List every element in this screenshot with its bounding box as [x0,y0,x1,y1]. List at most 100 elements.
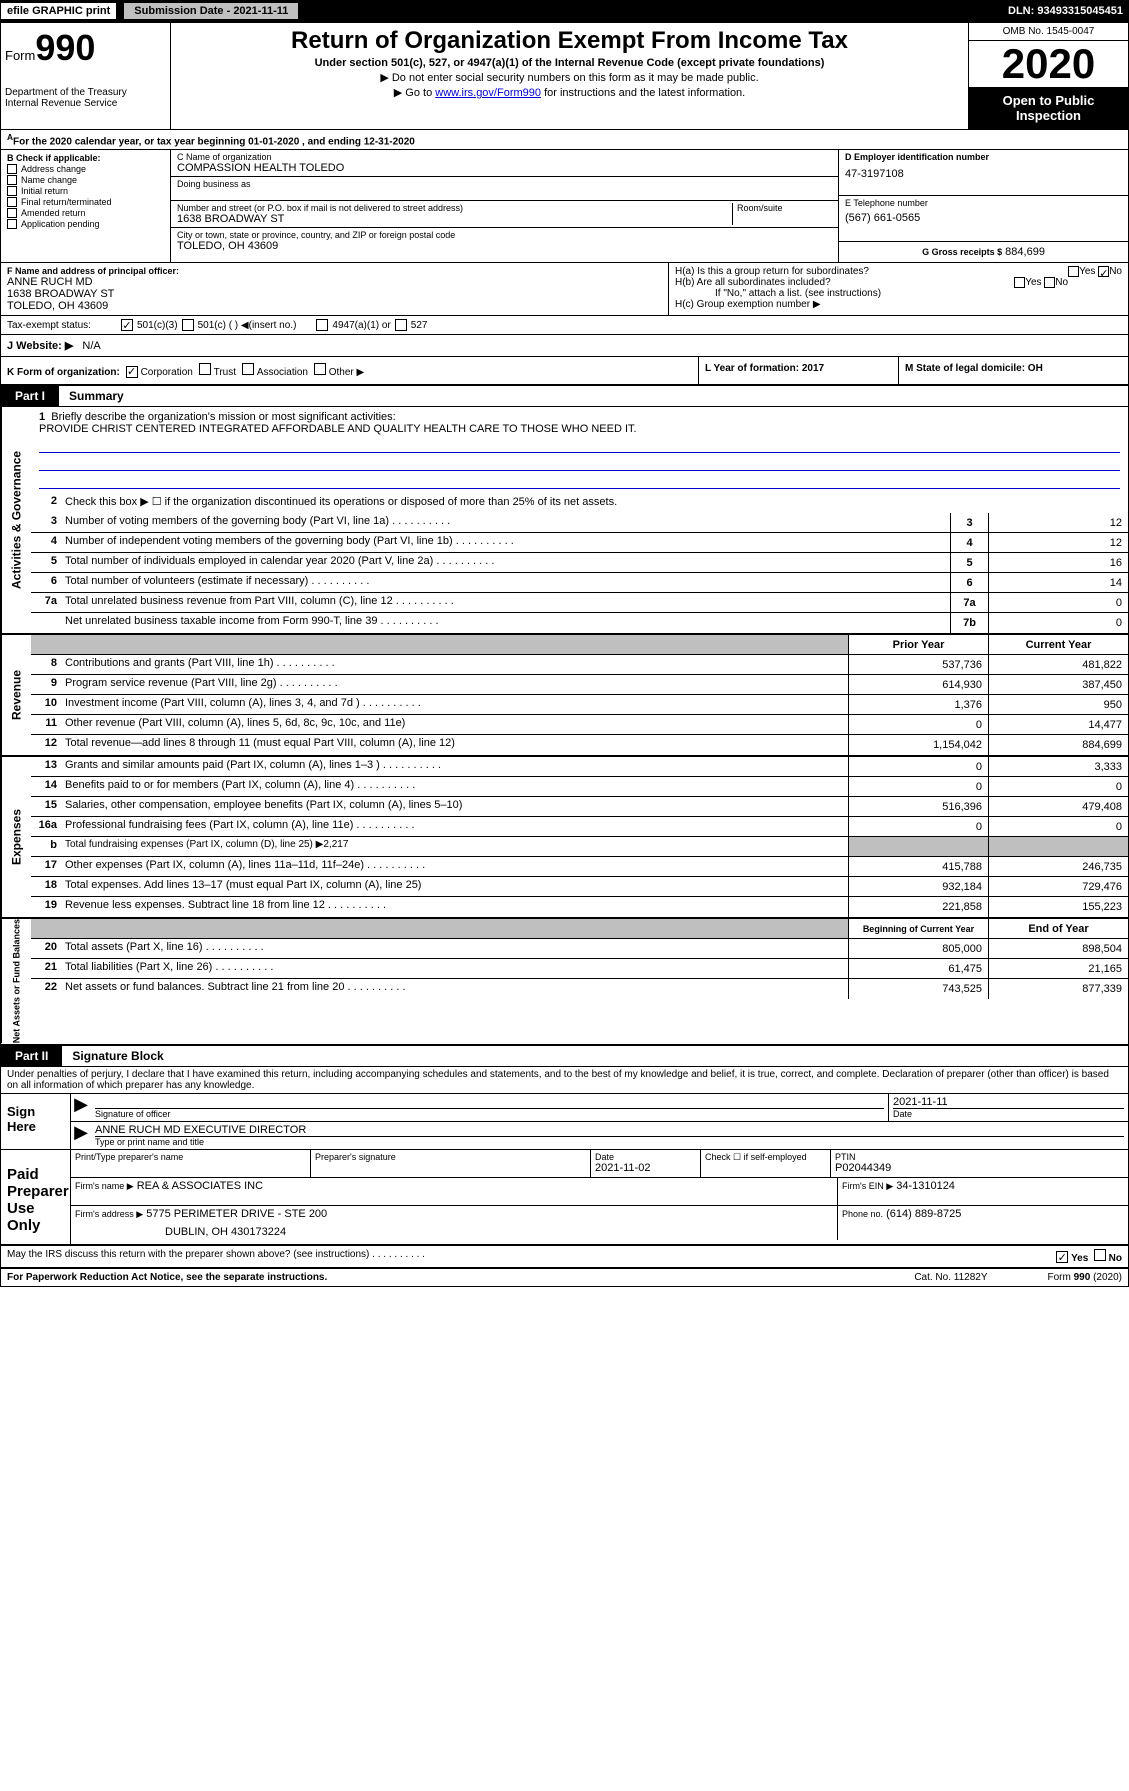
firm-name-label: Firm's name ▶ [75,1181,134,1191]
line20-prior: 805,000 [848,939,988,958]
line21-curr: 21,165 [988,959,1128,978]
line15-prior: 516,396 [848,797,988,816]
checkbox-other[interactable] [314,363,326,375]
ha-yes-box[interactable] [1068,266,1079,277]
efile-button[interactable]: efile GRAPHIC print [0,2,117,20]
note-link: ▶ Go to www.irs.gov/Form990 for instruct… [175,86,964,99]
line21-desc: Total liabilities (Part X, line 26) [61,959,848,978]
discuss-yes-box[interactable]: ✓ [1056,1251,1068,1263]
street-label: Number and street (or P.O. box if mail i… [177,203,732,213]
submission-date-button[interactable]: Submission Date - 2021-11-11 [123,2,299,20]
paid-preparer-section: Paid Preparer Use Only Print/Type prepar… [1,1150,1128,1246]
side-nafb: Net Assets or Fund Balances [1,919,31,1043]
line11-desc: Other revenue (Part VIII, column (A), li… [61,715,848,734]
line7b-desc: Net unrelated business taxable income fr… [61,613,950,633]
year-formation: L Year of formation: 2017 [698,357,898,384]
form-prefix: Form [5,48,35,63]
ein-value: 47-3197108 [845,168,1122,180]
paid-preparer-label: Paid Preparer Use Only [1,1150,71,1244]
checkbox-4947[interactable] [316,319,328,331]
firm-ein-label: Firm's EIN ▶ [842,1181,893,1191]
part1-title: Summary [59,389,124,403]
line8-desc: Contributions and grants (Part VIII, lin… [61,655,848,674]
part1-tab: Part I [1,386,59,406]
line14-prior: 0 [848,777,988,796]
print-name-label: Print/Type preparer's name [75,1152,306,1162]
discuss-no-box[interactable] [1094,1249,1106,1261]
column-c: C Name of organization COMPASSION HEALTH… [171,150,838,262]
ha-no-box[interactable]: ✓ [1098,266,1109,277]
sig-date-label: Date [893,1108,1124,1119]
phone-no-label: Phone no. [842,1209,883,1219]
checkbox-501c[interactable] [182,319,194,331]
ptin-value: P02044349 [835,1162,1124,1174]
line16b-desc: Total fundraising expenses (Part IX, col… [61,837,848,856]
section-fh: F Name and address of principal officer:… [1,263,1128,316]
hdr-current: Current Year [988,635,1128,654]
side-revenue: Revenue [1,635,31,755]
officer-name-title: ANNE RUCH MD EXECUTIVE DIRECTOR [95,1124,1124,1136]
dln-label: DLN: 93493315045451 [1008,5,1129,17]
line14-curr: 0 [988,777,1128,796]
line16a-desc: Professional fundraising fees (Part IX, … [61,817,848,836]
firm-addr: 5775 PERIMETER DRIVE - STE 200 [146,1208,327,1220]
line10-curr: 950 [988,695,1128,714]
irs-link[interactable]: www.irs.gov/Form990 [435,87,541,99]
prep-sig-label: Preparer's signature [315,1152,586,1162]
firm-addr-label: Firm's address ▶ [75,1209,143,1219]
activities-governance-section: Activities & Governance 1 Briefly descri… [1,407,1128,635]
prep-date-label: Date [595,1152,696,1162]
line7b-val: 0 [988,613,1128,633]
dba-label: Doing business as [177,179,832,189]
line18-desc: Total expenses. Add lines 13–17 (must eq… [61,877,848,896]
pra-notice: For Paperwork Reduction Act Notice, see … [7,1272,327,1283]
k-label: K Form of organization: [7,367,120,378]
penalty-text: Under penalties of perjury, I declare th… [1,1067,1128,1094]
officer-street: 1638 BROADWAY ST [7,288,662,300]
checkbox-501c3[interactable]: ✓ [121,319,133,331]
form-number: 990 [35,27,95,68]
officer-name: ANNE RUCH MD [7,276,662,288]
checkbox-application-pending[interactable] [7,219,17,229]
checkbox-name-change[interactable] [7,175,17,185]
hdr-prior: Prior Year [848,635,988,654]
sig-date: 2021-11-11 [893,1096,1124,1108]
section-bcdeg: B Check if applicable: Address change Na… [1,150,1128,263]
part2-header: Part II Signature Block [1,1046,1128,1067]
checkbox-corporation[interactable]: ✓ [126,366,138,378]
line6-desc: Total number of volunteers (estimate if … [61,573,950,592]
checkbox-amended[interactable] [7,208,17,218]
line16a-curr: 0 [988,817,1128,836]
line22-prior: 743,525 [848,979,988,999]
sig-officer-label: Signature of officer [95,1108,884,1119]
part2-title: Signature Block [62,1049,163,1063]
room-label: Room/suite [737,203,832,213]
part1-header: Part I Summary [1,386,1128,407]
checkbox-address-change[interactable] [7,164,17,174]
sign-here-label: Sign Here [1,1094,71,1149]
part2-tab: Part II [1,1046,62,1066]
line5-val: 16 [988,553,1128,572]
line19-prior: 221,858 [848,897,988,917]
hb-no-box[interactable] [1044,277,1055,288]
checkbox-association[interactable] [242,363,254,375]
line13-curr: 3,333 [988,757,1128,776]
line22-curr: 877,339 [988,979,1128,999]
form-subtitle: Under section 501(c), 527, or 4947(a)(1)… [175,57,964,69]
line4-val: 12 [988,533,1128,552]
arrow-icon: ▶ [71,1094,91,1121]
line19-desc: Revenue less expenses. Subtract line 18 … [61,897,848,917]
gross-value: 884,699 [1005,246,1045,258]
line19-curr: 155,223 [988,897,1128,917]
checkbox-trust[interactable] [199,363,211,375]
checkbox-initial-return[interactable] [7,186,17,196]
checkbox-final-return[interactable] [7,197,17,207]
column-de: D Employer identification number 47-3197… [838,150,1128,262]
checkbox-527[interactable] [395,319,407,331]
hb-yes-box[interactable] [1014,277,1025,288]
firm-name: REA & ASSOCIATES INC [137,1180,263,1192]
line21-prior: 61,475 [848,959,988,978]
city-label: City or town, state or province, country… [177,230,832,240]
note-ssn: ▶ Do not enter social security numbers o… [175,71,964,84]
line11-curr: 14,477 [988,715,1128,734]
